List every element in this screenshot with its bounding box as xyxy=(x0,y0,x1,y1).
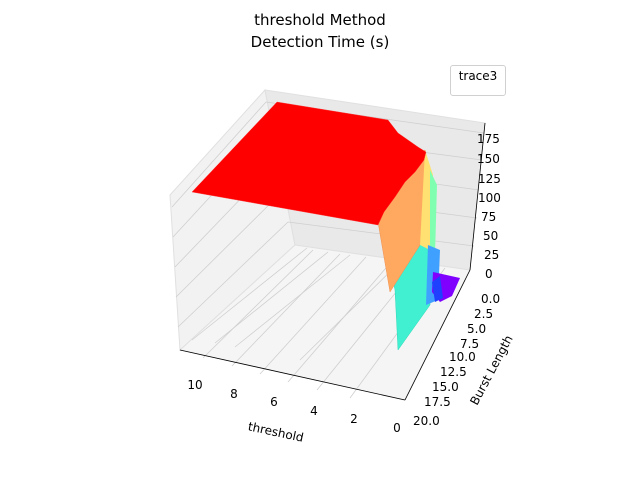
z-tick-label: 100 xyxy=(478,191,501,205)
x-tick-label: 10 xyxy=(187,378,202,392)
y-tick-label: 5.0 xyxy=(467,322,486,336)
y-tick-label: 15.0 xyxy=(432,380,459,394)
surface-wall-yellow xyxy=(420,150,433,250)
x-tick-label: 2 xyxy=(350,412,358,426)
z-axis-line xyxy=(469,122,486,271)
surface-wall-green xyxy=(430,170,437,255)
x-tick-label: 0 xyxy=(393,421,401,435)
surface-plateau xyxy=(191,101,427,226)
z-ticks: 0 25 50 75 100 125 150 175 xyxy=(477,132,501,281)
chart-title-line1: threshold Method xyxy=(254,11,386,29)
z-tick-label: 75 xyxy=(481,210,496,224)
x-axis-label: threshold xyxy=(247,419,305,444)
z-tick-label: 0 xyxy=(485,267,493,281)
z-tick-label: 175 xyxy=(477,132,500,146)
legend-entry-trace3: trace3 xyxy=(458,69,498,83)
z-tick-label: 50 xyxy=(483,229,498,243)
legend: trace3 xyxy=(450,65,506,96)
z-tick-label: 150 xyxy=(477,152,500,166)
z-tick-label: 25 xyxy=(484,248,499,262)
y-tick-label: 0.0 xyxy=(481,292,500,306)
surface-floor-edge xyxy=(432,276,443,302)
y-axis-line xyxy=(404,269,471,401)
y-tick-label: 12.5 xyxy=(440,365,467,379)
y-tick-label: 10.0 xyxy=(449,350,476,364)
x-tick-label: 6 xyxy=(270,395,278,409)
z-tick-label: 125 xyxy=(478,172,501,186)
y-tick-label: 20.0 xyxy=(413,414,440,428)
chart-title-line2: Detection Time (s) xyxy=(250,33,390,51)
x-axis-line xyxy=(179,349,406,401)
x-tick-label: 8 xyxy=(230,387,238,401)
y-tick-label: 7.5 xyxy=(460,337,479,351)
x-tick-label: 4 xyxy=(310,404,318,418)
x-ticks: 10 8 6 4 2 0 xyxy=(187,378,400,435)
y-ticks: 0.0 2.5 5.0 7.5 10.0 12.5 15.0 17.5 20.0 xyxy=(413,292,500,428)
y-tick-label: 2.5 xyxy=(474,307,493,321)
y-tick-label: 17.5 xyxy=(424,395,451,409)
